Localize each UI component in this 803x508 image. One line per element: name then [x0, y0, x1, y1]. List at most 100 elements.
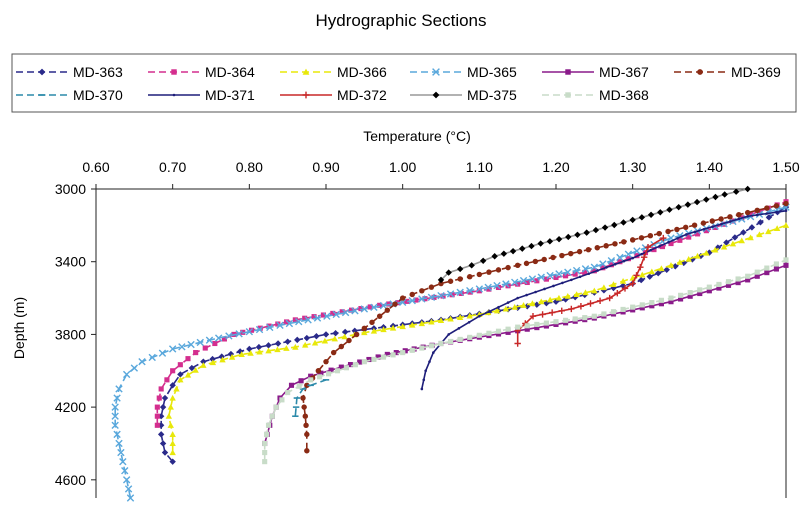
data-point — [700, 220, 707, 226]
data-point — [304, 431, 310, 438]
data-point — [625, 256, 631, 262]
data-point — [519, 245, 526, 252]
data-point — [516, 296, 519, 300]
data-point — [361, 359, 367, 365]
data-point — [315, 368, 322, 374]
data-point — [438, 340, 444, 347]
data-point — [457, 327, 461, 330]
data-point — [262, 440, 268, 447]
data-point — [591, 287, 598, 294]
data-point — [330, 349, 337, 356]
data-point — [745, 273, 751, 279]
series-md-367 — [262, 262, 789, 447]
data-point — [400, 350, 406, 356]
legend-label: MD-365 — [467, 64, 517, 80]
data-point — [600, 265, 606, 271]
y-tick-label: 3400 — [55, 254, 86, 270]
data-point — [361, 329, 368, 336]
data-point — [192, 366, 199, 373]
data-point — [693, 198, 701, 206]
data-point — [756, 231, 763, 238]
data-point — [467, 320, 471, 324]
data-point — [552, 284, 555, 288]
data-point — [390, 352, 396, 358]
data-point — [301, 404, 307, 410]
data-point — [764, 265, 770, 271]
data-point — [466, 286, 474, 295]
data-point — [379, 301, 388, 310]
legend-item-md-365: MD-365 — [410, 64, 517, 80]
data-point — [649, 248, 652, 252]
legend-item-md-372: MD-372 — [280, 87, 387, 103]
data-point — [603, 243, 609, 249]
data-point — [246, 345, 253, 353]
data-point — [746, 214, 749, 218]
legend-label: MD-363 — [73, 64, 123, 80]
data-point — [644, 243, 652, 251]
data-point — [647, 232, 654, 239]
y-tick-label: 4600 — [55, 472, 86, 488]
data-point — [587, 300, 594, 307]
data-point — [757, 219, 764, 226]
data-point — [592, 226, 600, 234]
data-point — [649, 300, 655, 306]
data-point — [154, 422, 160, 428]
chart-title: Hydrographic Sections — [315, 11, 486, 30]
data-point — [694, 252, 701, 259]
data-point — [783, 257, 789, 263]
x-tick-label: 1.20 — [542, 159, 569, 175]
data-point — [369, 319, 375, 326]
data-point — [420, 387, 424, 391]
data-point — [348, 307, 355, 313]
data-point — [616, 253, 624, 262]
data-point — [563, 273, 569, 279]
data-point — [599, 260, 607, 268]
legend-label: MD-368 — [599, 87, 649, 103]
data-point — [537, 240, 544, 247]
data-point — [304, 316, 312, 324]
x-tick-label: 0.70 — [159, 159, 186, 175]
data-point — [126, 494, 135, 502]
data-point — [466, 312, 473, 319]
data-point — [773, 266, 779, 272]
data-point — [667, 262, 675, 268]
series-md-369 — [300, 200, 789, 454]
data-point — [596, 269, 599, 272]
data-point — [457, 276, 463, 282]
data-point — [262, 459, 268, 465]
data-point — [676, 259, 684, 265]
data-point — [154, 404, 160, 410]
data-point — [262, 449, 268, 456]
data-point — [783, 200, 789, 207]
data-point — [274, 340, 282, 347]
y-tick-label: 3800 — [55, 326, 86, 342]
data-point — [529, 300, 536, 307]
data-point — [341, 308, 350, 317]
data-point — [676, 237, 679, 240]
data-point — [419, 345, 425, 351]
data-point — [559, 252, 565, 259]
data-point — [422, 378, 426, 382]
data-point — [161, 449, 169, 456]
data-point — [659, 243, 666, 250]
data-point — [558, 307, 565, 314]
data-point — [720, 222, 723, 226]
data-point — [608, 262, 614, 268]
data-point — [629, 237, 636, 243]
data-point — [534, 321, 540, 327]
data-point — [505, 326, 511, 332]
data-point — [553, 274, 559, 281]
data-point — [238, 351, 245, 357]
data-point — [576, 248, 583, 255]
data-point — [572, 271, 578, 277]
data-point — [638, 235, 645, 241]
data-point — [617, 259, 623, 265]
data-point — [158, 349, 167, 357]
data-point — [196, 338, 204, 347]
data-point — [564, 268, 572, 276]
data-point — [360, 305, 369, 313]
series-line — [156, 200, 787, 426]
data-point — [773, 261, 779, 267]
data-point — [680, 259, 687, 267]
data-point — [338, 364, 344, 370]
